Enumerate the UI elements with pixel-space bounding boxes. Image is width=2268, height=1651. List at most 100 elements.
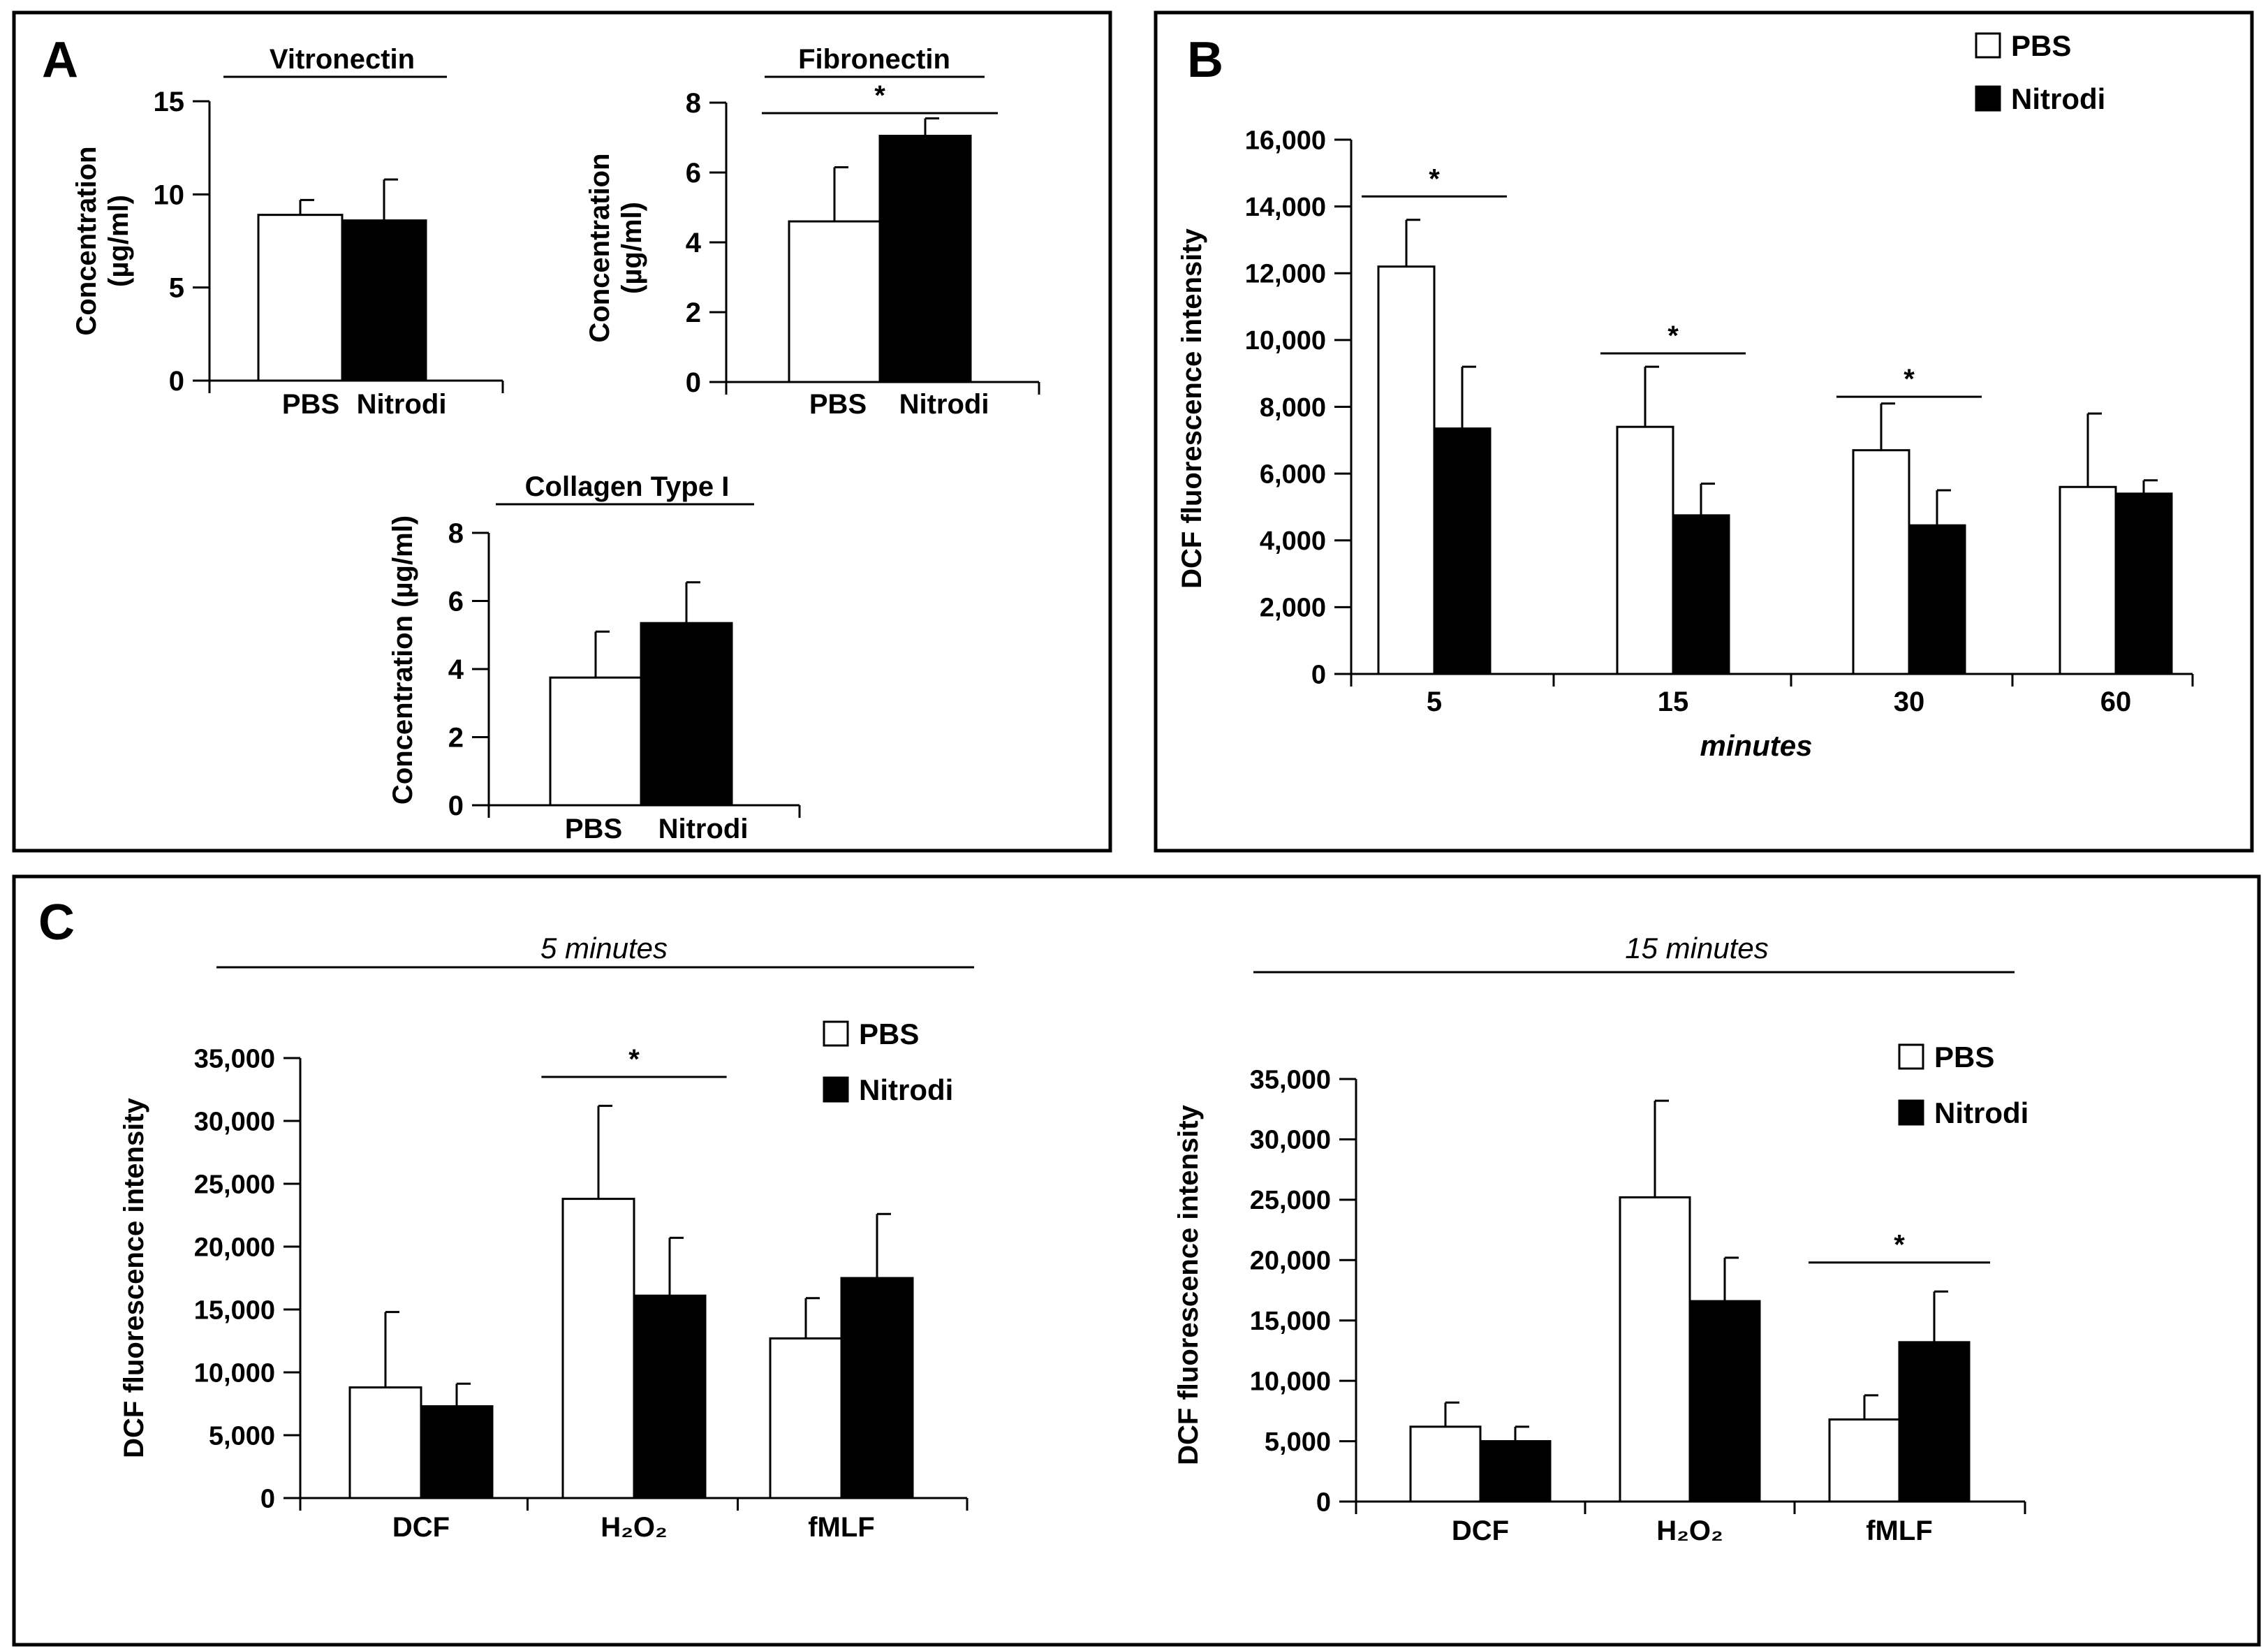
y-axis-label: Concentration [71,146,102,335]
x-axis-label: minutes [1700,729,1812,762]
legend-label: Nitrodi [1934,1096,2028,1129]
y-axis-label: DCF fluorescence intensity [119,1097,149,1458]
category-label: 30 [1894,687,1925,717]
y-tick-label: 30,000 [194,1107,275,1136]
nitrodi-bar [2114,492,2173,675]
series-label: Nitrodi [658,814,749,844]
y-axis-label: (µg/ml) [103,195,134,287]
significance-star: * [628,1044,640,1075]
panel-b-letter: B [1187,32,1223,88]
y-tick-label: 6,000 [1260,460,1326,489]
y-tick-label: 0 [1316,1488,1331,1517]
category-label: fMLF [1866,1516,1933,1546]
significance-star: * [1904,364,1915,395]
category-label: H₂O₂ [1656,1516,1723,1546]
pbs-bar [348,1386,422,1499]
nitrodi-bar [341,219,427,382]
pbs-bar [1619,1196,1691,1503]
pbs-bar [769,1337,843,1499]
pbs-bar [1852,449,1910,675]
significance-star: * [1894,1230,1905,1261]
y-axis-label: DCF fluorescence intensity [1173,1104,1204,1465]
y-tick-label: 4 [686,228,702,258]
chart-title: Collagen Type I [525,471,730,502]
legend-label: Nitrodi [859,1073,953,1106]
y-tick-label: 10,000 [1250,1367,1331,1396]
legend-swatch-pbs [1975,32,2001,59]
y-tick-label: 15,000 [1250,1307,1331,1336]
category-label: 15 [1658,687,1689,717]
y-tick-label: 8,000 [1260,393,1326,423]
y-tick-label: 16,000 [1245,126,1326,155]
y-tick-label: 4,000 [1260,527,1326,556]
y-tick-label: 0 [448,791,464,821]
significance-star: * [1429,163,1440,194]
y-tick-label: 2,000 [1260,594,1326,623]
chart-dcf_15min: 0 5,000 10,000 15,000 20,000 25,000 30,000 35,0… [1173,1041,2028,1546]
y-tick-label: 5,000 [1265,1428,1331,1457]
nitrodi-bar [1433,427,1492,675]
y-tick-label: 5,000 [209,1421,275,1451]
panel-a-letter: A [42,32,78,88]
y-tick-label: 6 [448,587,464,617]
y-tick-label: 25,000 [1250,1186,1331,1215]
y-tick-label: 15,000 [194,1296,275,1325]
pbs-bar [1409,1425,1482,1503]
subtitle-5min: 5 minutes [540,932,668,964]
nitrodi-bar [420,1405,494,1499]
legend-swatch-nitrodi [1898,1099,1924,1126]
y-tick-label: 20,000 [194,1233,275,1262]
y-tick-label: 35,000 [194,1044,275,1073]
legend-label: PBS [2011,29,2071,62]
nitrodi-bar [1898,1341,1971,1503]
nitrodi-bar [1908,524,1966,675]
y-tick-label: 10,000 [1245,326,1326,355]
series-label: Nitrodi [357,389,447,420]
series-label: PBS [282,389,339,420]
legend-swatch-nitrodi [1975,85,2001,112]
y-tick-label: 0 [686,367,701,398]
chart-title: Fibronectin [798,44,950,75]
nitrodi-bar [1479,1440,1552,1503]
legend-swatch-nitrodi [823,1076,849,1103]
y-tick-label: 30,000 [1250,1126,1331,1155]
y-tick-label: 10,000 [194,1358,275,1388]
pbs-bar [549,676,642,807]
category-label: 60 [2100,687,2132,717]
nitrodi-bar [633,1294,707,1499]
nitrodi-bar [840,1277,914,1499]
legend-label: PBS [859,1018,919,1050]
y-tick-label: 0 [169,366,184,397]
chart-fibronectin: 0 2 4 6 8 Concentration (µg/ml) Fibronectin PBS N… [584,44,1040,420]
subtitle-15min: 15 minutes [1625,932,1768,964]
pbs-bar [1377,265,1436,675]
pbs-bar [2059,485,2117,675]
chart-vitronectin: 0 5 10 15 Concentration (µg/ml) Vitronectin PBS… [71,44,504,420]
y-tick-label: 15 [154,87,185,117]
category-label: 5 [1427,687,1442,717]
y-tick-label: 0 [260,1484,275,1513]
category-label: H₂O₂ [601,1512,668,1543]
legend-swatch-pbs [1898,1043,1924,1070]
series-label: Nitrodi [899,389,989,420]
panel-c-letter: C [38,895,75,951]
y-axis-label: (µg/ml) [617,202,647,294]
y-tick-label: 5 [169,273,184,304]
y-tick-label: 8 [686,88,701,119]
y-tick-label: 2 [686,298,701,328]
y-axis-label: DCF fluorescence intensity [1177,228,1207,588]
category-label: DCF [392,1512,450,1543]
nitrodi-bar [878,135,972,383]
category-label: DCF [1452,1516,1509,1546]
y-tick-label: 2 [448,723,464,754]
significance-star: * [874,80,885,111]
y-tick-label: 35,000 [1250,1065,1331,1094]
panel-b-frame [1154,10,2254,853]
panel-a-frame [12,10,1112,853]
significance-star: * [1667,321,1679,351]
y-tick-label: 6 [686,158,701,189]
nitrodi-bar [1672,514,1730,675]
category-label: fMLF [808,1512,875,1543]
chart-dcf_5min: 0 5,000 10,000 15,000 20,000 25,000 30,000 35,0… [119,1018,969,1543]
pbs-bar [788,220,881,383]
